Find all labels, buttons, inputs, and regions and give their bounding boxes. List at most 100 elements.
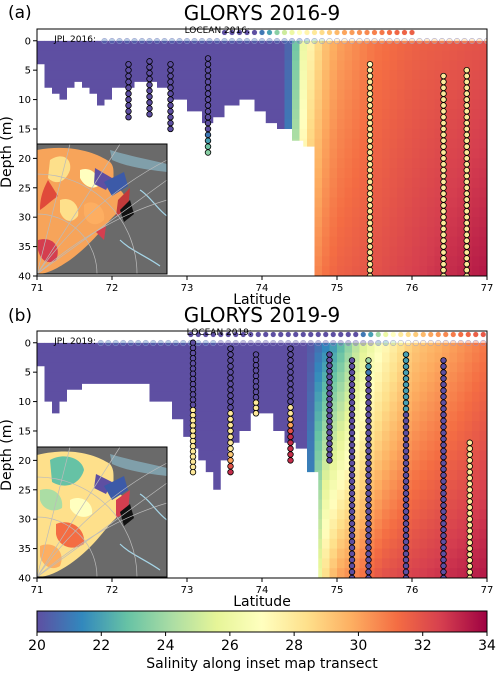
salinity-cell xyxy=(82,40,91,52)
salinity-cell xyxy=(427,401,436,412)
salinity-cell xyxy=(329,89,338,101)
station-sample-point xyxy=(287,410,294,417)
salinity-cell xyxy=(434,128,443,140)
station-sample-point xyxy=(466,504,473,511)
salinity-cell xyxy=(397,568,406,578)
station-sample-point xyxy=(365,484,372,491)
station-sample-point xyxy=(440,119,447,127)
salinity-cell xyxy=(164,362,173,373)
salinity-cell xyxy=(322,342,331,354)
station-sample-point xyxy=(466,457,473,464)
locean-surface-point xyxy=(364,29,371,36)
salinity-cell xyxy=(277,89,286,101)
salinity-cell xyxy=(164,40,173,52)
salinity-cell xyxy=(247,401,256,412)
salinity-cell xyxy=(262,50,271,61)
station-sample-point xyxy=(402,502,410,509)
salinity-cell xyxy=(419,538,428,550)
station-sample-point xyxy=(463,202,470,209)
station-sample-point xyxy=(287,392,294,399)
salinity-cell xyxy=(179,430,188,442)
station-sample-point xyxy=(189,437,197,445)
salinity-cell xyxy=(322,362,331,373)
salinity-cell xyxy=(442,381,451,393)
station-sample-point xyxy=(125,90,132,97)
salinity-cell xyxy=(374,89,383,101)
salinity-cell xyxy=(104,60,113,71)
jpl-surface-point xyxy=(292,339,299,347)
salinity-cell xyxy=(74,381,83,393)
salinity-cell xyxy=(457,109,466,120)
station-sample-point xyxy=(204,143,212,150)
salinity-cell xyxy=(397,401,406,412)
salinity-cell xyxy=(74,372,83,383)
salinity-cell xyxy=(404,187,413,199)
salinity-cell xyxy=(97,79,106,91)
salinity-cell xyxy=(209,99,218,110)
salinity-cell xyxy=(434,158,443,169)
salinity-cell xyxy=(464,362,473,373)
salinity-cell xyxy=(269,372,278,383)
locean-surface-point xyxy=(401,29,408,36)
salinity-cell xyxy=(337,187,346,199)
salinity-cell xyxy=(322,168,331,179)
salinity-cell xyxy=(307,109,316,120)
salinity-cell xyxy=(419,440,428,452)
salinity-cell xyxy=(397,411,406,422)
salinity-cell xyxy=(97,99,106,110)
jpl-surface-point xyxy=(150,339,157,347)
panel-b-label: (b) xyxy=(8,306,32,326)
station-sample-point xyxy=(189,432,197,440)
salinity-cell xyxy=(344,381,353,393)
salinity-cell xyxy=(37,50,46,61)
salinity-cell xyxy=(412,558,421,569)
salinity-cell xyxy=(427,148,436,159)
salinity-cell xyxy=(449,479,458,491)
salinity-cell xyxy=(382,79,391,91)
station-sample-point xyxy=(440,387,447,394)
station-sample-point xyxy=(167,108,174,115)
salinity-cell xyxy=(464,381,473,393)
salinity-cell xyxy=(179,79,188,91)
station-sample-point xyxy=(146,69,153,77)
station-sample-point xyxy=(366,208,374,215)
salinity-cell xyxy=(344,421,353,432)
salinity-cell xyxy=(314,266,323,276)
salinity-cell xyxy=(337,528,346,540)
station-sample-point xyxy=(146,75,153,83)
salinity-cell xyxy=(344,138,353,150)
salinity-cell xyxy=(269,391,278,403)
station-sample-point xyxy=(366,172,374,180)
salinity-cell xyxy=(352,158,361,169)
salinity-cell xyxy=(344,236,353,248)
salinity-cell xyxy=(262,40,271,52)
x-tick-label: 76 xyxy=(406,283,419,294)
salinity-cell xyxy=(419,138,428,150)
salinity-cell xyxy=(359,197,368,208)
salinity-cell xyxy=(427,489,436,501)
salinity-cell xyxy=(479,246,487,257)
station-sample-point xyxy=(463,161,470,168)
salinity-cell xyxy=(382,207,391,218)
salinity-cell xyxy=(449,489,458,501)
salinity-cell xyxy=(359,548,368,559)
salinity-cell xyxy=(352,499,361,510)
station-sample-point xyxy=(440,249,447,256)
salinity-cell xyxy=(382,558,391,569)
salinity-cell xyxy=(119,79,128,91)
station-sample-point xyxy=(287,368,294,376)
salinity-cell xyxy=(397,509,406,520)
panel-a-xlabel: Latitude xyxy=(233,292,291,308)
station-sample-point xyxy=(227,357,234,364)
salinity-cell xyxy=(322,60,331,71)
salinity-cell xyxy=(397,519,406,530)
station-sample-point xyxy=(440,90,447,97)
station-sample-point xyxy=(365,574,372,578)
station-sample-point xyxy=(204,119,212,127)
station-sample-point xyxy=(463,261,470,268)
salinity-cell xyxy=(194,430,203,442)
jpl-surface-point xyxy=(311,37,318,45)
salinity-cell xyxy=(412,352,421,363)
salinity-cell xyxy=(449,519,458,530)
salinity-cell xyxy=(322,528,331,540)
